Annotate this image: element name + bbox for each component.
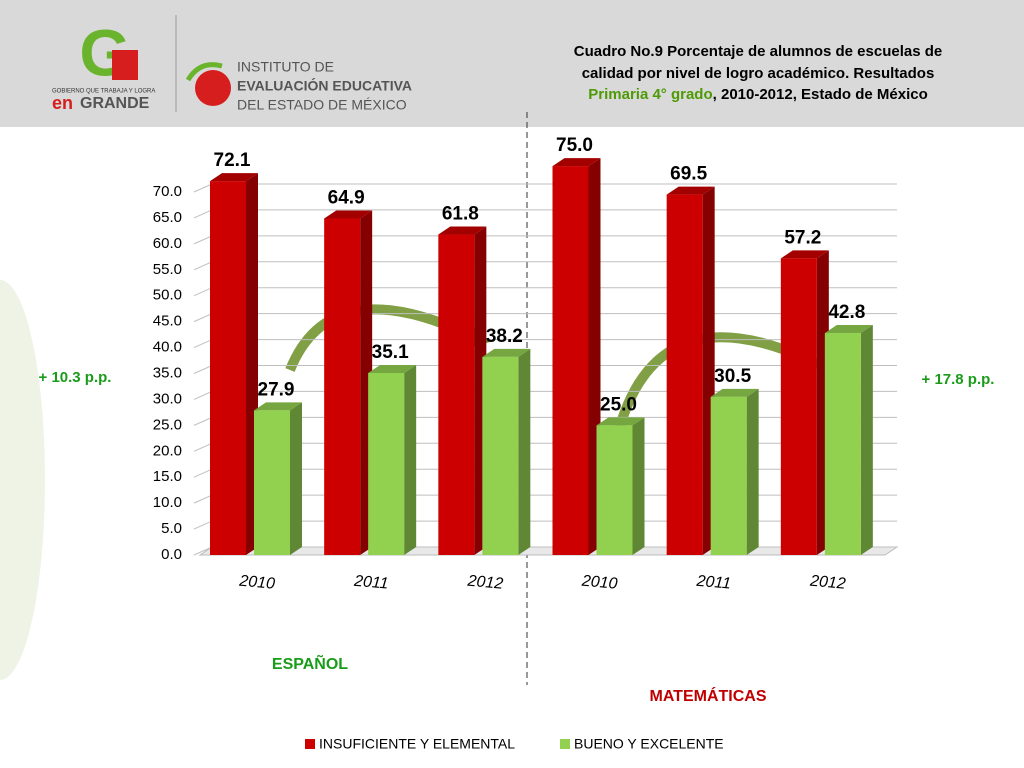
value-label: 64.9 [328, 187, 365, 208]
value-label: 57.2 [784, 227, 821, 248]
annotation: + 17.8 p.p. [922, 371, 995, 388]
bar [254, 410, 290, 555]
y-tick-label: 70.0 [153, 183, 182, 200]
y-tick-label: 55.0 [153, 261, 182, 278]
bar [666, 194, 703, 556]
legend-label: INSUFICIENTE Y ELEMENTAL [319, 736, 515, 752]
bar [368, 372, 405, 555]
group-label: MATEMÁTICAS [649, 686, 766, 705]
x-tick-label: 2011 [352, 573, 389, 593]
logo-e [195, 70, 231, 106]
bar [438, 234, 475, 555]
title-highlight: Primaria 4° grado [588, 86, 712, 103]
bar-top [824, 325, 873, 334]
y-tick-label: 30.0 [153, 390, 182, 407]
bar-top [666, 186, 715, 195]
decor [0, 280, 45, 680]
legend-swatch [560, 739, 570, 749]
x-tick-label: 2011 [695, 573, 732, 593]
value-label: 25.0 [600, 394, 637, 415]
bar-top [254, 402, 302, 411]
legend-swatch [305, 739, 315, 749]
bar-top [482, 348, 531, 357]
bar [824, 333, 861, 555]
bar [596, 425, 633, 555]
y-tick-label: 45.0 [153, 313, 182, 330]
value-label: 30.5 [714, 366, 751, 387]
value-label: 69.5 [670, 164, 707, 185]
inst-line: EVALUACIÓN EDUCATIVA [237, 77, 412, 94]
y-tick-label: 0.0 [161, 546, 182, 563]
header-band [0, 0, 1024, 127]
logo-arc [185, 62, 223, 82]
value-label: 72.1 [214, 150, 251, 171]
y-tick-label: 15.0 [153, 468, 182, 485]
bar [324, 218, 361, 555]
bar [210, 181, 246, 556]
title-end: , 2010-2012, Estado de México [713, 86, 928, 103]
value-label: 38.2 [486, 326, 523, 347]
bar-top [210, 173, 258, 182]
x-tick-label: 2012 [808, 573, 846, 593]
title-line: Cuadro No.9 Porcentaje de alumnos de esc… [574, 43, 942, 60]
y-tick-label: 10.0 [153, 494, 182, 511]
y-tick-label: 20.0 [153, 442, 182, 459]
y-tick-label: 25.0 [153, 416, 182, 433]
bar-top [596, 417, 645, 426]
bar-top [780, 250, 829, 259]
x-tick-label: 2010 [238, 573, 276, 593]
chart-title: Cuadro No.9 Porcentaje de alumnos de esc… [574, 43, 942, 103]
inst-line: DEL ESTADO DE MÉXICO [237, 97, 407, 113]
y-tick-label: 65.0 [153, 209, 182, 226]
bar-side [518, 348, 531, 555]
title-line: Primaria 4° grado, 2010-2012, Estado de … [588, 86, 928, 103]
bar-side [860, 325, 873, 555]
gov-logo: G GOBIERNO QUE TRABAJA Y LOGRA en GRANDE [52, 15, 155, 112]
bar [552, 166, 589, 556]
logo-en: en [52, 93, 73, 113]
bar-top [368, 364, 417, 373]
bar-side [290, 402, 302, 555]
y-tick-label: 50.0 [153, 287, 182, 304]
value-label: 27.9 [258, 379, 295, 400]
value-label: 75.0 [556, 135, 593, 156]
title-line: calidad por nivel de logro académico. Re… [582, 65, 935, 82]
bar-top [438, 226, 487, 235]
bar-side [746, 388, 759, 555]
bar-top [710, 388, 759, 397]
logo-tagline: GOBIERNO QUE TRABAJA Y LOGRA [52, 89, 155, 95]
inst-line: INSTITUTO DE [237, 59, 334, 75]
annotation: + 10.3 p.p. [39, 369, 112, 386]
logo-grande: GRANDE [80, 95, 150, 112]
bar-side [632, 417, 645, 555]
bar-top [324, 210, 373, 219]
value-label: 61.8 [442, 204, 479, 225]
logo-square [112, 50, 138, 80]
value-label: 42.8 [828, 302, 865, 323]
group-label: ESPAÑOL [272, 653, 348, 673]
x-tick-label: 2012 [466, 573, 504, 593]
y-tick-label: 5.0 [161, 520, 182, 537]
bar [482, 356, 519, 555]
x-tick-label: 2010 [580, 573, 618, 593]
bar [780, 258, 817, 555]
inst-logo: INSTITUTO DE EVALUACIÓN EDUCATIVA DEL ES… [185, 59, 412, 113]
bar-side [404, 364, 417, 555]
bar [710, 396, 747, 555]
y-tick-label: 60.0 [153, 235, 182, 252]
bar-top [552, 158, 601, 167]
value-label: 35.1 [372, 342, 409, 363]
legend-label: BUENO Y EXCELENTE [574, 736, 724, 752]
y-tick-label: 40.0 [153, 339, 182, 356]
y-tick-label: 35.0 [153, 364, 182, 381]
